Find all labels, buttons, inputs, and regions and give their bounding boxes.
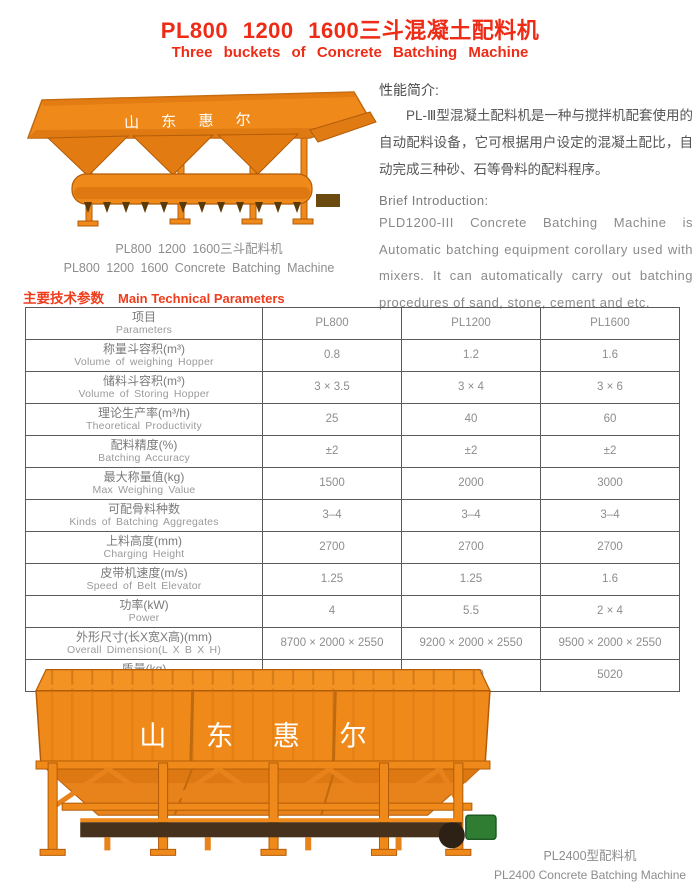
page-title: PL800 1200 1600三斗混凝土配料机 xyxy=(160,18,540,43)
row-value: 1.2 xyxy=(401,338,541,372)
row-label: 储料斗容积(m³) Volume of Storing Hopper xyxy=(25,370,263,404)
bottom-machine-brand-text: 山 东 惠 尔 xyxy=(139,720,382,751)
row-value: 8700 × 2000 × 2550 xyxy=(262,626,402,660)
row-value: 4 xyxy=(262,594,402,628)
top-machine-motor xyxy=(316,194,340,207)
row-value: 3–4 xyxy=(401,498,541,532)
table-row: 储料斗容积(m³) Volume of Storing Hopper 3 × 3.… xyxy=(25,370,680,404)
top-machine-image: 山 东 惠 尔 xyxy=(26,91,377,227)
motor xyxy=(465,814,497,841)
header-param-cell: 项目 Parameters xyxy=(25,307,263,340)
row-value: 1.25 xyxy=(401,562,541,596)
row-value: 2000 xyxy=(401,466,541,500)
frame-legs xyxy=(39,762,472,856)
table-row: 可配骨料种数 Kinds of Batching Aggregates 3–4 3… xyxy=(25,498,680,532)
top-figure-caption: PL800 1200 1600三斗配料机 PL800 1200 1600 Con… xyxy=(20,240,378,278)
intro-heading-cn: 性能简介: xyxy=(379,82,439,98)
top-machine-figure: 山 东 惠 尔 xyxy=(20,86,378,238)
row-label: 理论生产率(m³/h) Theoretical Productivity xyxy=(25,402,263,436)
row-value: ±2 xyxy=(401,434,541,468)
table-row: 配料精度(%) Batching Accuracy ±2 ±2 ±2 xyxy=(25,434,680,468)
row-value: 3–4 xyxy=(262,498,402,532)
table-row: 上料高度(mm) Charging Height 2700 2700 2700 xyxy=(25,530,680,564)
top-caption-cn: PL800 1200 1600三斗配料机 xyxy=(115,242,283,256)
bottom-machine-image: 山 东 惠 尔 xyxy=(35,669,497,856)
bottom-machine-figure: 山 东 惠 尔 xyxy=(22,664,504,866)
intro-heading-en: Brief Introduction: xyxy=(379,193,489,208)
row-value: 3 × 3.5 xyxy=(262,370,402,404)
row-label: 皮带机速度(m/s) Speed of Belt Elevator xyxy=(25,562,263,596)
section-heading: 主要技术参数 Main Technical Parameters xyxy=(23,287,285,307)
section-heading-en: Main Technical Parameters xyxy=(118,291,285,306)
row-value: 2700 xyxy=(540,530,680,564)
table-row: 理论生产率(m³/h) Theoretical Productivity 25 4… xyxy=(25,402,680,436)
bottom-caption-cn: PL2400型配料机 xyxy=(543,849,637,863)
conveyor-pulley xyxy=(438,822,465,849)
conveyor-flanges xyxy=(84,202,301,213)
row-label: 最大称量值(kg) Max Weighing Value xyxy=(25,466,263,500)
row-label: 可配骨料种数 Kinds of Batching Aggregates xyxy=(25,498,263,532)
top-machine-brand-text: 山 东 惠 尔 xyxy=(124,111,260,132)
bottom-figure-caption: PL2400型配料机 PL2400 Concrete Batching Mach… xyxy=(488,847,692,885)
row-label: 配料精度(%) Batching Accuracy xyxy=(25,434,263,468)
row-value: 3 × 4 xyxy=(401,370,541,404)
parameters-table: 项目 Parameters PL800 PL1200 PL1600 称量斗容积(… xyxy=(25,307,680,692)
row-value: 1.6 xyxy=(540,562,680,596)
header-col-pl1200: PL1200 xyxy=(401,307,541,340)
row-value: 60 xyxy=(540,402,680,436)
intro-body-cn: PL-Ⅲ型混凝土配料机是一种与搅拌机配套使用的自动配料设备，它可根据用户设定的混… xyxy=(379,108,693,177)
section-heading-cn: 主要技术参数 xyxy=(23,291,104,306)
row-value: 3–4 xyxy=(540,498,680,532)
row-value: 9200 × 2000 × 2550 xyxy=(401,626,541,660)
row-value: 9500 × 2000 × 2550 xyxy=(540,626,680,660)
belt-conveyor xyxy=(80,822,462,838)
table-row: 称量斗容积(m³) Volume of weighing Hopper 0.8 1… xyxy=(25,338,680,372)
row-label: 外形尺寸(长X宽X高)(mm) Overall Dimension(L X B X… xyxy=(25,626,263,660)
table-row: 功率(kW) Power 4 5.5 2 × 4 xyxy=(25,594,680,628)
row-value: 2700 xyxy=(401,530,541,564)
conveyor-posts xyxy=(104,837,402,851)
table-row: 最大称量值(kg) Max Weighing Value 1500 2000 30… xyxy=(25,466,680,500)
row-label: 上料高度(mm) Charging Height xyxy=(25,530,263,564)
header-col-pl800: PL800 xyxy=(262,307,402,340)
row-value: 5020 xyxy=(540,658,680,692)
row-value: 0.8 xyxy=(262,338,402,372)
row-value: 3000 xyxy=(540,466,680,500)
row-value: 1500 xyxy=(262,466,402,500)
row-label: 称量斗容积(m³) Volume of weighing Hopper xyxy=(25,338,263,372)
table-row: 皮带机速度(m/s) Speed of Belt Elevator 1.25 1.… xyxy=(25,562,680,596)
row-value: ±2 xyxy=(540,434,680,468)
top-caption-en: PL800 1200 1600 Concrete Batching Machin… xyxy=(63,260,335,275)
bottom-caption-en: PL2400 Concrete Batching Machine xyxy=(493,868,687,883)
table-row: 外形尺寸(长X宽X高)(mm) Overall Dimension(L X B X… xyxy=(25,626,680,660)
header-col-pl1600: PL1600 xyxy=(540,307,680,340)
row-value: 1.6 xyxy=(540,338,680,372)
row-label: 功率(kW) Power xyxy=(25,594,263,628)
row-value: 1.25 xyxy=(262,562,402,596)
row-value: 3 × 6 xyxy=(540,370,680,404)
row-value: 5.5 xyxy=(401,594,541,628)
row-value: 2700 xyxy=(262,530,402,564)
table-header-row: 项目 Parameters PL800 PL1200 PL1600 xyxy=(25,307,680,340)
row-value: 2 × 4 xyxy=(540,594,680,628)
row-value: 40 xyxy=(401,402,541,436)
row-value: ±2 xyxy=(262,434,402,468)
row-value: 25 xyxy=(262,402,402,436)
intro-block: 性能简介: PL-Ⅲ型混凝土配料机是一种与搅拌机配套使用的自动配料设备，它可根据… xyxy=(379,80,693,317)
page-subtitle: Three buckets of Concrete Batching Machi… xyxy=(171,44,529,61)
intro-body-en: PLD1200-III Concrete Batching Machine is… xyxy=(379,215,693,310)
